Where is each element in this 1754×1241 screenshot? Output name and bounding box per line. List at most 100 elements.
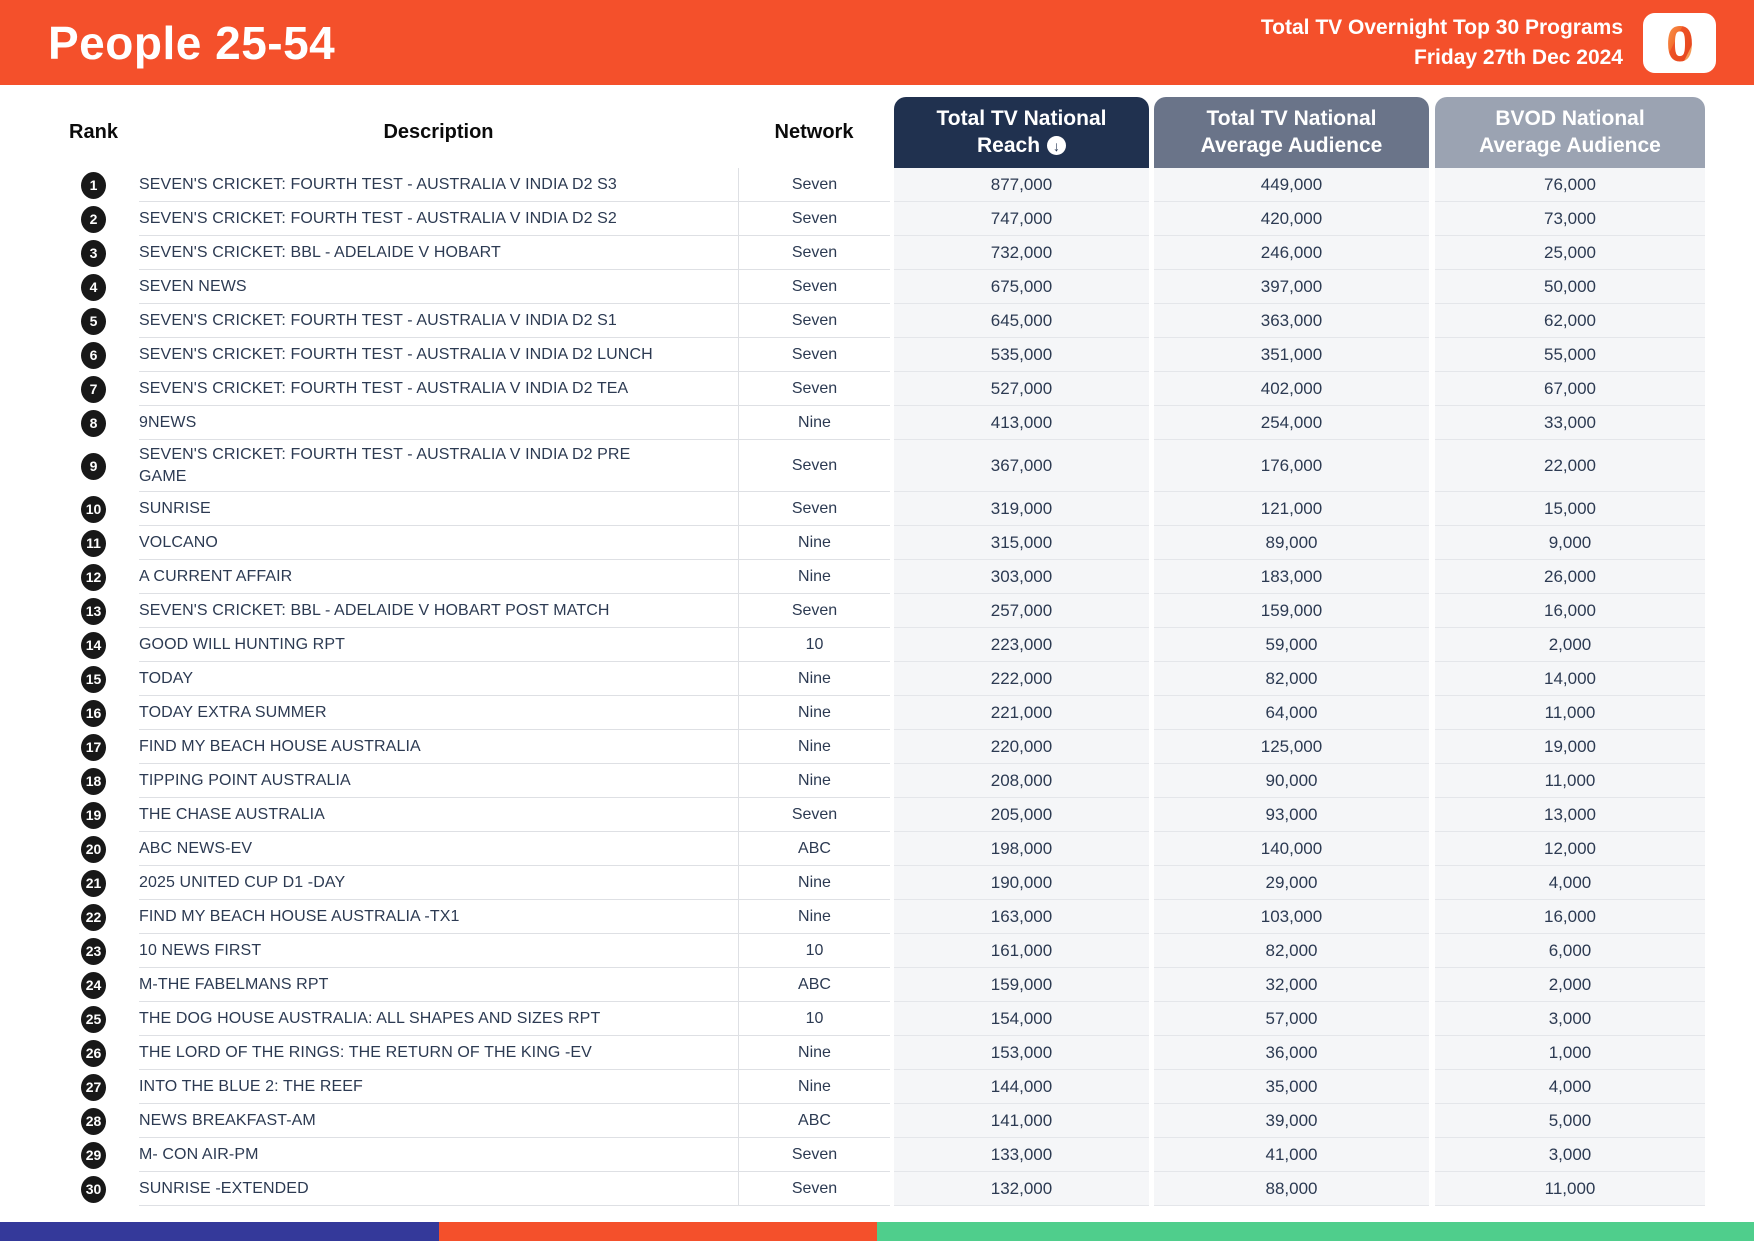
rank-badge: 26 bbox=[81, 1039, 106, 1067]
program-description: M- CON AIR-PM bbox=[139, 1145, 259, 1163]
stripe-segment bbox=[438, 1222, 877, 1241]
bvod-average-audience-value: 50,000 bbox=[1435, 270, 1705, 304]
table-row: 22 FIND MY BEACH HOUSE AUSTRALIA -TX1 Ni… bbox=[48, 900, 1754, 935]
bvod-average-audience-value: 2,000 bbox=[1435, 628, 1705, 663]
table-row: 3 SEVEN'S CRICKET: BBL - ADELAIDE V HOBA… bbox=[48, 236, 1754, 270]
total-tv-average-audience-value: 89,000 bbox=[1154, 526, 1429, 561]
total-tv-reach-value: 153,000 bbox=[894, 1036, 1149, 1071]
total-tv-average-audience-value: 449,000 bbox=[1154, 168, 1429, 202]
program-description: A CURRENT AFFAIR bbox=[139, 567, 293, 585]
program-description: FIND MY BEACH HOUSE AUSTRALIA -TX1 bbox=[139, 907, 460, 925]
network-value: Nine bbox=[798, 907, 831, 925]
total-tv-reach-value: 154,000 bbox=[894, 1002, 1149, 1037]
bvod-average-audience-value: 11,000 bbox=[1435, 696, 1705, 731]
table-row: 14 GOOD WILL HUNTING RPT 10 223,000 59,0… bbox=[48, 628, 1754, 663]
page-title: People 25-54 bbox=[48, 16, 336, 69]
total-tv-average-audience-value: 90,000 bbox=[1154, 764, 1429, 799]
bvod-average-audience-value: 76,000 bbox=[1435, 168, 1705, 202]
bvod-average-audience-value: 11,000 bbox=[1435, 1172, 1705, 1207]
program-description: SEVEN'S CRICKET: FOURTH TEST - AUSTRALIA… bbox=[139, 175, 617, 193]
program-description: FIND MY BEACH HOUSE AUSTRALIA bbox=[139, 737, 421, 755]
bvod-average-audience-value: 67,000 bbox=[1435, 372, 1705, 406]
network-value: Nine bbox=[798, 737, 831, 755]
total-tv-average-audience-value: 41,000 bbox=[1154, 1138, 1429, 1173]
bvod-average-audience-value: 4,000 bbox=[1435, 1070, 1705, 1105]
network-value: 10 bbox=[805, 635, 824, 653]
rank-badge: 12 bbox=[81, 563, 106, 591]
table-header-row: Rank Description Network Total TV Nation… bbox=[48, 97, 1754, 168]
total-tv-reach-value: 159,000 bbox=[894, 968, 1149, 1003]
sort-descending-icon: ↓ bbox=[1047, 136, 1067, 156]
program-description: TODAY EXTRA SUMMER bbox=[139, 703, 327, 721]
rank-badge: 15 bbox=[81, 665, 106, 693]
rank-badge: 3 bbox=[81, 239, 106, 267]
program-description: SEVEN NEWS bbox=[139, 277, 247, 295]
table-row: 19 THE CHASE AUSTRALIA Seven 205,000 93,… bbox=[48, 798, 1754, 833]
top-banner: People 25-54 Total TV Overnight Top 30 P… bbox=[0, 0, 1754, 85]
stripe-segment bbox=[0, 1222, 439, 1241]
banner-right: Total TV Overnight Top 30 Programs Frida… bbox=[1261, 12, 1716, 73]
table-row: 12 A CURRENT AFFAIR Nine 303,000 183,000… bbox=[48, 560, 1754, 595]
table-row: 7 SEVEN'S CRICKET: FOURTH TEST - AUSTRAL… bbox=[48, 372, 1754, 406]
rank-badge: 11 bbox=[81, 529, 106, 557]
rank-badge: 23 bbox=[81, 937, 106, 965]
column-header-total-tv-reach[interactable]: Total TV National Reach ↓ bbox=[894, 97, 1149, 168]
rank-badge: 7 bbox=[81, 375, 106, 403]
total-tv-average-audience-value: 36,000 bbox=[1154, 1036, 1429, 1071]
column-header-bvod-average: BVOD National Average Audience bbox=[1435, 97, 1705, 168]
network-value: Seven bbox=[791, 1145, 838, 1163]
table-row: 2 SEVEN'S CRICKET: FOURTH TEST - AUSTRAL… bbox=[48, 202, 1754, 236]
total-tv-reach-value: 161,000 bbox=[894, 934, 1149, 969]
table-row: 6 SEVEN'S CRICKET: FOURTH TEST - AUSTRAL… bbox=[48, 338, 1754, 372]
rank-badge: 13 bbox=[81, 597, 106, 625]
network-value: ABC bbox=[798, 975, 831, 993]
rank-badge: 14 bbox=[81, 631, 106, 659]
rank-badge: 8 bbox=[81, 409, 106, 437]
table-row: 30 SUNRISE -EXTENDED Seven 132,000 88,00… bbox=[48, 1172, 1754, 1207]
total-tv-reach-value: 163,000 bbox=[894, 900, 1149, 935]
total-tv-average-audience-value: 420,000 bbox=[1154, 202, 1429, 236]
svg-text:0: 0 bbox=[1666, 17, 1694, 69]
rank-badge: 21 bbox=[81, 869, 106, 897]
program-description: TODAY bbox=[139, 669, 194, 687]
program-description: GOOD WILL HUNTING RPT bbox=[139, 635, 345, 653]
total-tv-reach-value: 133,000 bbox=[894, 1138, 1149, 1173]
rank-badge: 30 bbox=[81, 1175, 106, 1203]
network-value: Nine bbox=[798, 1077, 831, 1095]
program-description: THE CHASE AUSTRALIA bbox=[139, 805, 325, 823]
total-tv-average-audience-value: 125,000 bbox=[1154, 730, 1429, 765]
bvod-average-audience-value: 16,000 bbox=[1435, 594, 1705, 629]
network-value: Nine bbox=[798, 413, 831, 431]
network-value: Nine bbox=[798, 567, 831, 585]
total-tv-average-audience-value: 103,000 bbox=[1154, 900, 1429, 935]
total-tv-average-audience-value: 159,000 bbox=[1154, 594, 1429, 629]
total-tv-average-audience-value: 93,000 bbox=[1154, 798, 1429, 833]
total-tv-reach-value: 413,000 bbox=[894, 406, 1149, 440]
network-value: Seven bbox=[791, 456, 838, 474]
total-tv-average-audience-value: 363,000 bbox=[1154, 304, 1429, 338]
network-value: Seven bbox=[791, 243, 838, 261]
total-tv-reach-value: 645,000 bbox=[894, 304, 1149, 338]
total-tv-reach-value: 303,000 bbox=[894, 560, 1149, 595]
bvod-average-audience-value: 1,000 bbox=[1435, 1036, 1705, 1071]
total-tv-reach-value: 144,000 bbox=[894, 1070, 1149, 1105]
top30-table: Rank Description Network Total TV Nation… bbox=[0, 97, 1754, 1207]
column-header-description: Description bbox=[383, 121, 494, 143]
total-tv-average-audience-value: 254,000 bbox=[1154, 406, 1429, 440]
network-value: Seven bbox=[791, 499, 838, 517]
table-row: 20 ABC NEWS-EV ABC 198,000 140,000 12,00… bbox=[48, 832, 1754, 867]
network-value: Seven bbox=[791, 601, 838, 619]
total-tv-average-audience-value: 88,000 bbox=[1154, 1172, 1429, 1207]
column-header-rank: Rank bbox=[69, 121, 118, 143]
program-description: INTO THE BLUE 2: THE REEF bbox=[139, 1077, 363, 1095]
rank-badge: 19 bbox=[81, 801, 106, 829]
program-description: SEVEN'S CRICKET: FOURTH TEST - AUSTRALIA… bbox=[139, 446, 631, 485]
program-description: SEVEN'S CRICKET: FOURTH TEST - AUSTRALIA… bbox=[139, 311, 617, 329]
table-row: 28 NEWS BREAKFAST-AM ABC 141,000 39,000 … bbox=[48, 1104, 1754, 1139]
total-tv-reach-value: 527,000 bbox=[894, 372, 1149, 406]
network-value: Seven bbox=[791, 1179, 838, 1197]
oztam-logo-icon: 0 bbox=[1666, 17, 1694, 69]
report-date: Friday 27th Dec 2024 bbox=[1414, 45, 1623, 69]
table-row: 23 10 NEWS FIRST 10 161,000 82,000 6,000 bbox=[48, 934, 1754, 969]
total-tv-reach-value: 747,000 bbox=[894, 202, 1149, 236]
